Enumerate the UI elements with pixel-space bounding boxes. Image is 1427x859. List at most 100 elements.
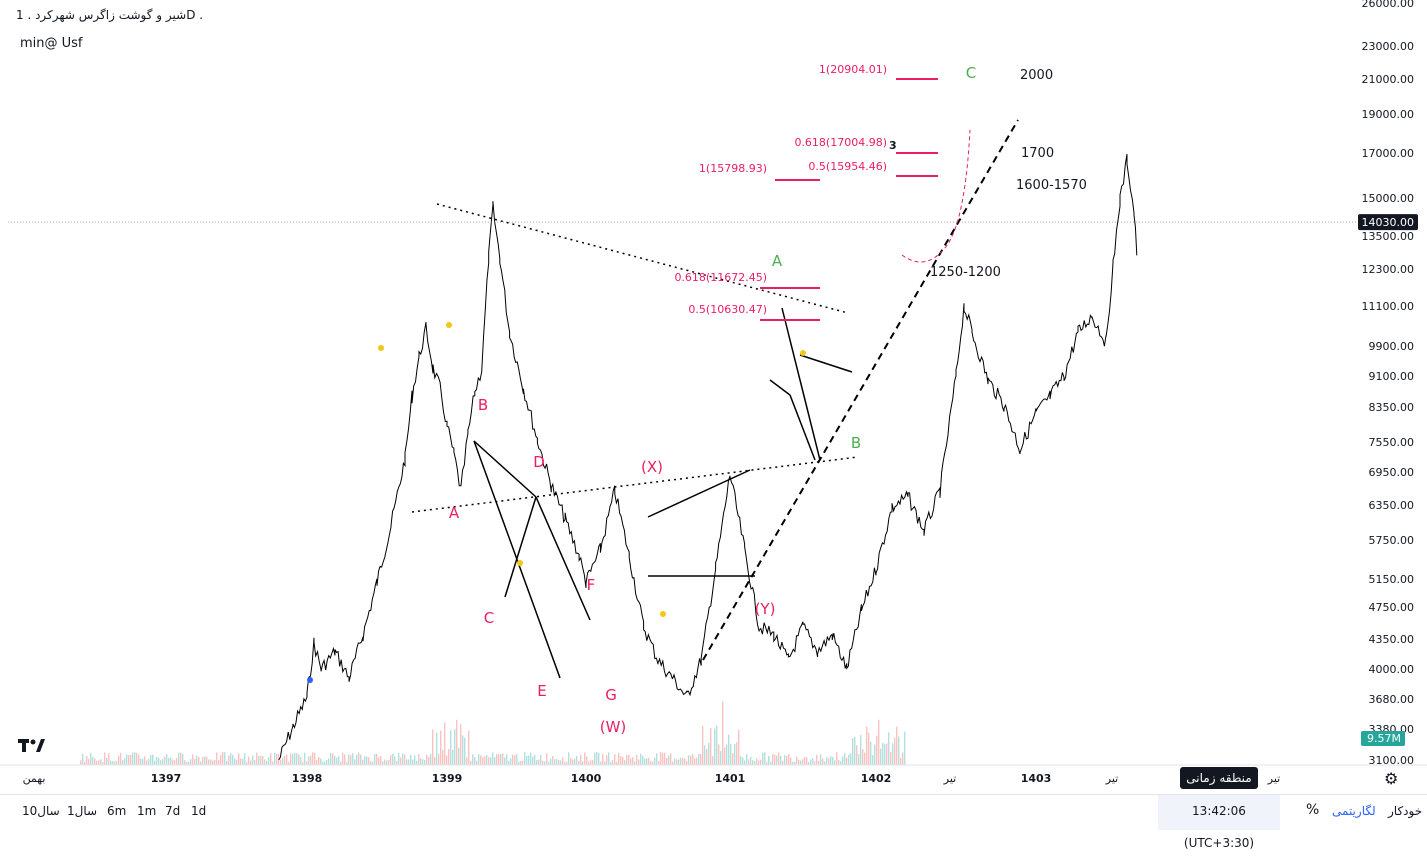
price-chart[interactable]: 26000.00 23000.00 21000.00 19000.00 17000.00… [0,0,1427,829]
time-tick-label: تیر [1267,772,1280,785]
volume-bar [856,745,858,765]
volume-bar [806,757,808,765]
target-label: 2000 [1020,68,1053,83]
volume-bar [312,752,314,765]
log-toggle[interactable]: لگاریتمی [1332,804,1376,818]
volume-bar [194,758,196,765]
volume-bar [166,754,168,765]
volume-bar [592,760,594,765]
last-price-label: 14030.00 [1362,216,1415,229]
price-tick-label: 9900.00 [1369,340,1415,353]
volume-bar [718,744,720,765]
volume-bar [648,757,650,765]
volume-bar [836,752,838,765]
volume-bar [178,752,180,765]
volume-bar [282,757,284,765]
volume-bar [84,761,86,765]
volume-bar [388,759,390,765]
volume-bar [700,753,702,765]
volume-bar [850,753,852,765]
volume-bar [642,755,644,765]
volume-bar [128,755,130,765]
price-tick-label: 5150.00 [1369,573,1415,586]
volume-bar [334,756,336,765]
volume-bar [530,752,532,765]
range-10y-button[interactable]: 10سال [22,804,60,818]
volume-bar [630,758,632,765]
time-tick-label: 1403 [1021,772,1052,785]
wave-label: E [537,682,546,700]
volume-bar [784,755,786,765]
volume-bar [676,759,678,765]
volume-bar [758,760,760,765]
volume-bar [258,755,260,765]
volume-bar [328,758,330,765]
tradingview-logo-icon[interactable] [17,735,45,755]
percent-toggle[interactable]: % [1306,802,1320,818]
range-1y-button[interactable]: 1سال [67,804,98,818]
upper-triangle-line [436,203,849,314]
volume-bar [426,754,428,765]
volume-bar [344,754,346,765]
volume-bar [296,753,298,765]
volume-bar [712,756,714,765]
volume-badge [1361,731,1405,746]
volume-bar [458,747,460,765]
price-tick-label: 15000.00 [1362,192,1415,205]
volume-bar [536,760,538,765]
gear-icon[interactable]: ⚙ [1384,769,1399,788]
volume-bar [736,742,738,765]
wave-label: (Y) [755,600,776,618]
volume-bar [252,755,254,765]
volume-bar [548,761,550,765]
range-6m-button[interactable]: 6m [107,804,127,818]
volume-bar [402,753,404,765]
volume-bar [202,757,204,765]
fib-label: 1(15798.93) [699,162,767,175]
volume-bar [242,758,244,765]
auto-toggle[interactable]: خودکار [1388,804,1423,818]
range-1m-button[interactable]: 1m [137,804,157,818]
volume-bar [284,755,286,765]
volume-bar [464,737,466,765]
volume-bar [678,759,680,765]
volume-bar [396,760,398,765]
volume-bar [506,754,508,765]
volume-bar [528,755,530,765]
volume-bar [126,754,128,765]
volume-bar [802,759,804,765]
volume-bar [768,755,770,765]
volume-bar [746,754,748,765]
range-7d-button[interactable]: 7d [165,804,181,818]
range-1d-button[interactable]: 1d [191,804,207,818]
volume-bar [444,722,446,765]
volume-bar [822,758,824,765]
volume-bar [322,761,324,765]
time-tick-label: تیر [943,772,956,785]
volume-bar [654,757,656,765]
volume-bar [766,761,768,765]
volume-bar [484,756,486,765]
volume-bar [398,753,400,765]
volume-bar [374,753,376,765]
volume-bar [92,756,94,765]
clock-timezone-button[interactable]: 13:42:06 (UTC+3:30) [1158,795,1280,850]
volume-bar [422,759,424,765]
price-tick-label: 12300.00 [1362,263,1415,276]
volume-bar [94,758,96,765]
volume-bar [292,753,294,765]
volume-bar [770,761,772,765]
volume-bar [208,759,210,765]
volume-bar [352,753,354,765]
volume-bar [732,753,734,765]
symbol-title[interactable]: شیر و گوشت زاگرس شهرکرد . 1D . [16,8,204,22]
volume-bar [210,759,212,765]
volume-bar [744,760,746,765]
volume-bar [876,735,878,765]
volume-bar [490,757,492,765]
wave-label: D [533,453,545,471]
volume-bar [550,758,552,765]
indicator-label[interactable]: min@ Usf [20,36,83,51]
price-tick-label: 5750.00 [1369,534,1415,547]
volume-bar [810,759,812,765]
